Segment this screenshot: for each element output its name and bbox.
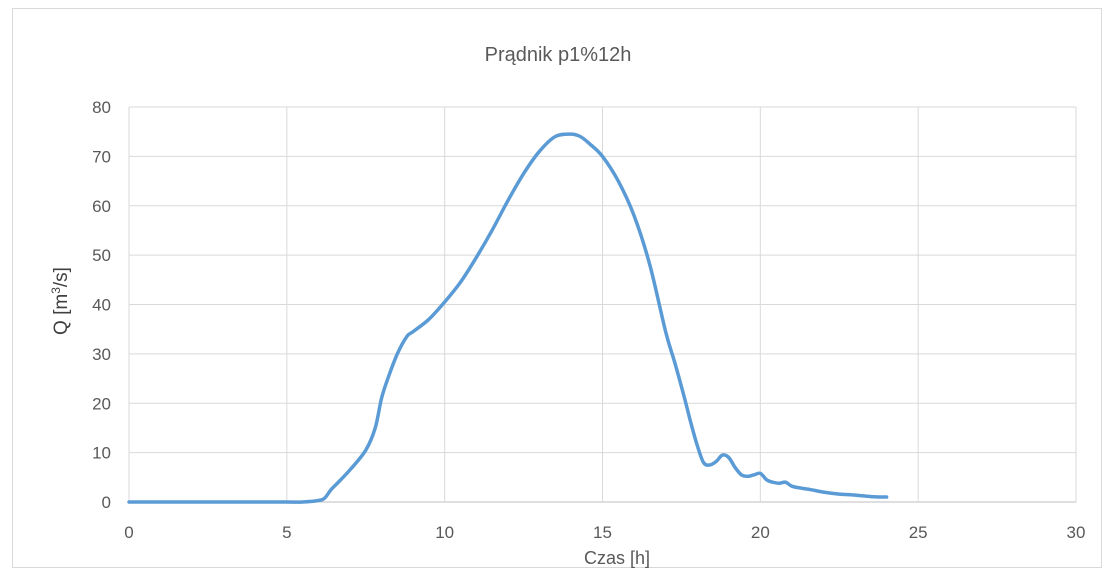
discharge-series-line — [127, 132, 889, 504]
y-tick-label: 80 — [92, 98, 111, 117]
y-axis-label-superscript: 3 — [49, 287, 63, 294]
y-tick-label: 60 — [92, 197, 111, 216]
y-tick-label: 50 — [92, 246, 111, 265]
x-tick-label: 0 — [124, 523, 133, 542]
y-axis-label-end: /s] — [51, 267, 72, 287]
y-axis-label: Q [m3/s] — [49, 267, 72, 335]
x-tick-label: 10 — [435, 523, 454, 542]
tick-labels: 0 10 20 30 40 50 60 70 80 0 5 10 15 20 25 30 — [92, 98, 1085, 542]
y-tick-label: 10 — [92, 444, 111, 463]
discharge-chart: Prądnik p1%12h 0 10 20 30 40 50 60 70 80 0 5 10 15 20… — [49, 44, 1085, 568]
y-tick-label: 20 — [92, 394, 111, 413]
chart-title: Prądnik p1%12h — [485, 44, 632, 66]
y-tick-label: 0 — [102, 493, 111, 512]
y-axis-label-main: Q [m — [51, 294, 72, 335]
y-tick-label: 70 — [92, 147, 111, 166]
x-tick-label: 15 — [593, 523, 612, 542]
grid-lines — [128, 106, 1077, 503]
y-tick-label: 30 — [92, 345, 111, 364]
x-tick-label: 30 — [1067, 523, 1086, 542]
x-tick-label: 25 — [909, 523, 928, 542]
x-axis-label: Czas [h] — [584, 548, 650, 568]
y-tick-label: 40 — [92, 296, 111, 315]
chart-frame: Prądnik p1%12h 0 10 20 30 40 50 60 70 80 0 5 10 15 20… — [12, 8, 1102, 568]
x-tick-label: 20 — [751, 523, 770, 542]
x-tick-label: 5 — [282, 523, 291, 542]
